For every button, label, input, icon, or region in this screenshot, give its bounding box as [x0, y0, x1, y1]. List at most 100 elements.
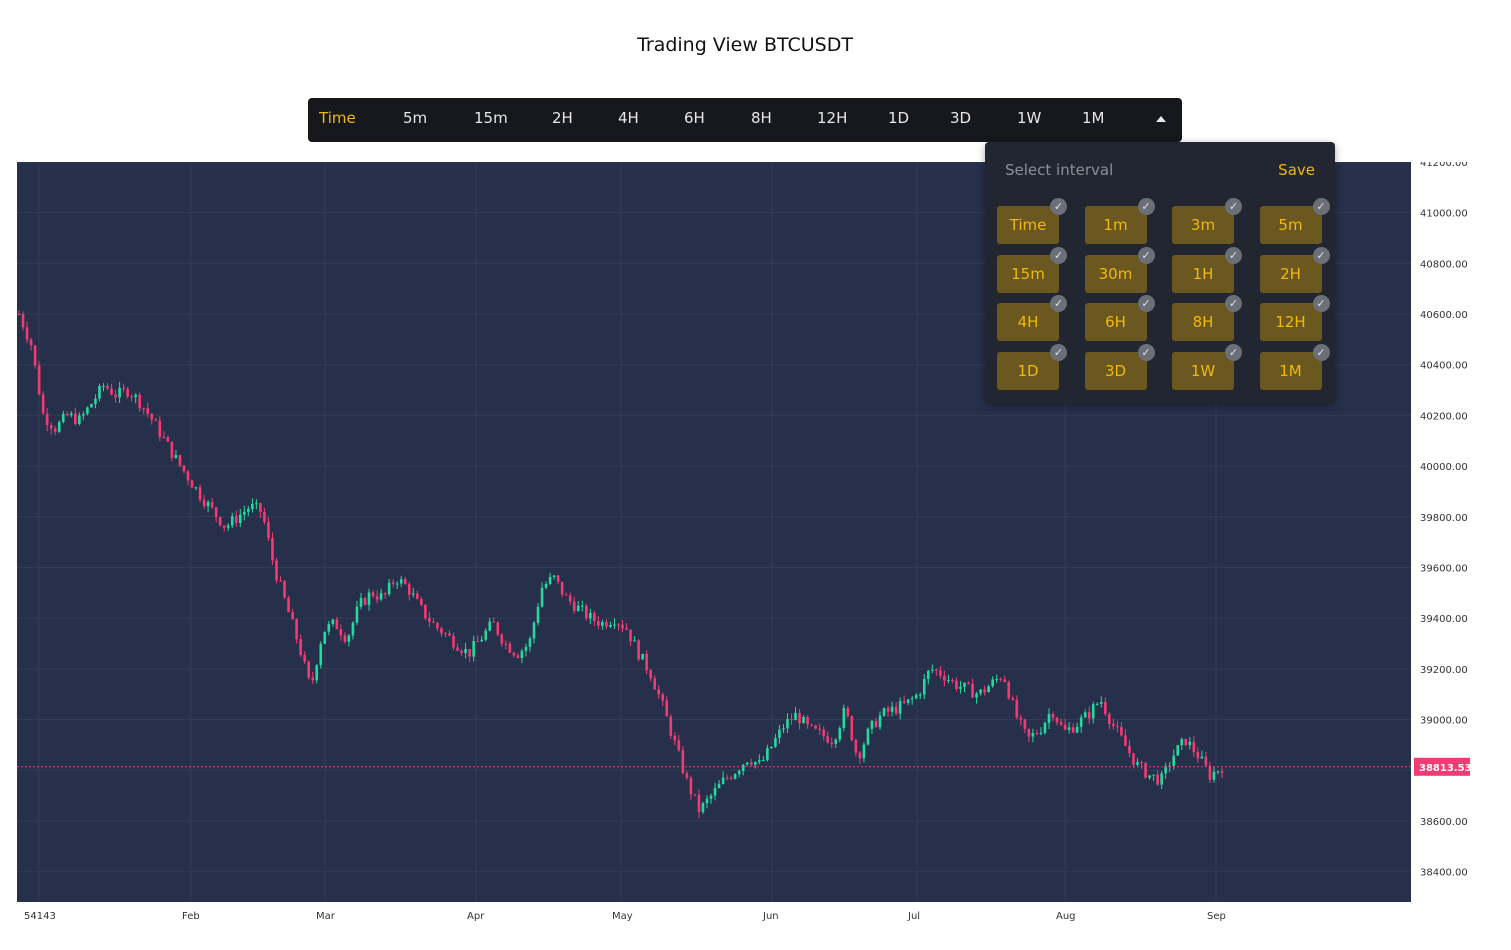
candle-body [1079, 717, 1083, 727]
candle-body [693, 794, 697, 796]
interval-tab-3d[interactable]: 3D [950, 109, 972, 127]
candle-body [782, 728, 785, 730]
interval-option-2h[interactable]: 2H ✓ [1259, 246, 1330, 293]
candle-body [661, 694, 665, 701]
interval-option-5m[interactable]: 5m ✓ [1259, 198, 1330, 244]
interval-tab-time[interactable]: Time [319, 109, 356, 127]
caret-up-icon[interactable] [1156, 116, 1166, 122]
interval-option-1d[interactable]: 1D ✓ [997, 343, 1067, 390]
candle-body [1071, 727, 1075, 733]
interval-option-3m[interactable]: 3m ✓ [1172, 198, 1242, 244]
candle-body [17, 314, 21, 316]
interval-option-4h[interactable]: 4H ✓ [997, 295, 1067, 341]
current-price-tag [1414, 757, 1470, 776]
candle-body [713, 788, 717, 796]
candle-body [637, 640, 640, 660]
interval-option-8h[interactable]: 8H ✓ [1172, 295, 1242, 341]
candle-body [182, 465, 186, 472]
interval-option-3d[interactable]: 3D ✓ [1084, 343, 1155, 390]
interval-tab-1m[interactable]: 1M [1082, 109, 1105, 127]
candle-body [613, 624, 616, 626]
candle-body [263, 511, 266, 523]
y-tick-label: 40400.00 [1420, 361, 1468, 372]
interval-tab-5m[interactable]: 5m [403, 109, 428, 127]
candle-body [597, 621, 600, 626]
candle-body [858, 752, 862, 759]
y-tick-label: 41000.00 [1420, 209, 1468, 220]
candle-body [536, 606, 540, 623]
check-icon: ✓ [1050, 246, 1067, 264]
interval-option-time[interactable]: Time ✓ [997, 198, 1067, 244]
candle-body [1075, 726, 1079, 733]
candle-body [826, 736, 830, 743]
interval-option-1h[interactable]: 1H ✓ [1172, 246, 1242, 293]
candle-body [580, 605, 584, 607]
interval-option-label: 15m [1011, 264, 1045, 283]
current-price-label: 38813.53 [1419, 763, 1472, 774]
candle-body [605, 622, 608, 627]
candle-body [810, 724, 813, 726]
candle-body [914, 694, 918, 699]
candle-body [1208, 765, 1212, 780]
y-tick-label: 41200.00 [1420, 162, 1468, 169]
candle-body [74, 413, 77, 424]
candle-body [106, 385, 109, 389]
candle-body [882, 708, 886, 716]
candle-body [532, 622, 536, 639]
candle-body [492, 621, 496, 623]
candle-body [762, 759, 765, 761]
candle-body [786, 718, 789, 729]
save-button[interactable]: Save [1278, 161, 1315, 179]
candle-body [1031, 733, 1035, 737]
candle-body [1196, 752, 1200, 759]
candle-body [170, 441, 174, 458]
interval-option-30m[interactable]: 30m ✓ [1084, 246, 1155, 293]
candle-body [1019, 717, 1023, 720]
candle-body [1087, 712, 1091, 719]
interval-option-6h[interactable]: 6H ✓ [1084, 295, 1155, 341]
interval-option-1m[interactable]: 1M ✓ [1259, 343, 1330, 390]
candle-body [733, 774, 737, 779]
interval-tab-2h[interactable]: 2H [552, 109, 573, 127]
interval-option-1m[interactable]: 1m ✓ [1084, 198, 1155, 244]
interval-option-label: 1D [1017, 361, 1039, 380]
candle-body [1015, 699, 1019, 718]
candle-body [709, 795, 713, 799]
interval-option-label: 1m [1103, 216, 1128, 234]
y-tick-label: 38400.00 [1420, 868, 1468, 879]
check-icon: ✓ [1050, 343, 1067, 361]
candle-body [576, 605, 580, 612]
candle-body [890, 706, 894, 712]
candle-body [1164, 765, 1167, 774]
interval-tab-4h[interactable]: 4H [618, 109, 639, 127]
popup-title: Select interval [1005, 161, 1114, 179]
interval-tab-15m[interactable]: 15m [474, 109, 508, 127]
candle-body [621, 624, 624, 629]
candle-body [98, 385, 101, 399]
candle-body [70, 413, 73, 416]
candle-body [452, 635, 455, 648]
interval-tab-12h[interactable]: 12H [817, 109, 848, 127]
candle-body [1144, 763, 1147, 778]
interval-tab-8h[interactable]: 8H [751, 109, 772, 127]
interval-option-label: 5m [1278, 216, 1303, 234]
candle-body [585, 605, 588, 619]
candle-body [1120, 727, 1123, 736]
candle-body [633, 640, 636, 642]
candle-body [556, 575, 560, 582]
interval-option-label: 4H [1017, 313, 1039, 331]
interval-tab-1w[interactable]: 1W [1017, 109, 1042, 127]
candle-body [206, 502, 210, 507]
y-tick-label: 39600.00 [1420, 563, 1468, 574]
interval-option-label: 1H [1192, 264, 1214, 283]
interval-option-12h[interactable]: 12H ✓ [1259, 295, 1330, 341]
candle-body [146, 408, 150, 414]
candle-body [403, 579, 407, 585]
interval-option-15m[interactable]: 15m ✓ [997, 246, 1067, 293]
candle-body [130, 396, 133, 398]
interval-tab-1d[interactable]: 1D [888, 109, 910, 127]
candle-body [291, 612, 294, 620]
candle-body [866, 728, 870, 745]
interval-tab-6h[interactable]: 6H [684, 109, 705, 127]
interval-option-1w[interactable]: 1W ✓ [1172, 343, 1242, 390]
